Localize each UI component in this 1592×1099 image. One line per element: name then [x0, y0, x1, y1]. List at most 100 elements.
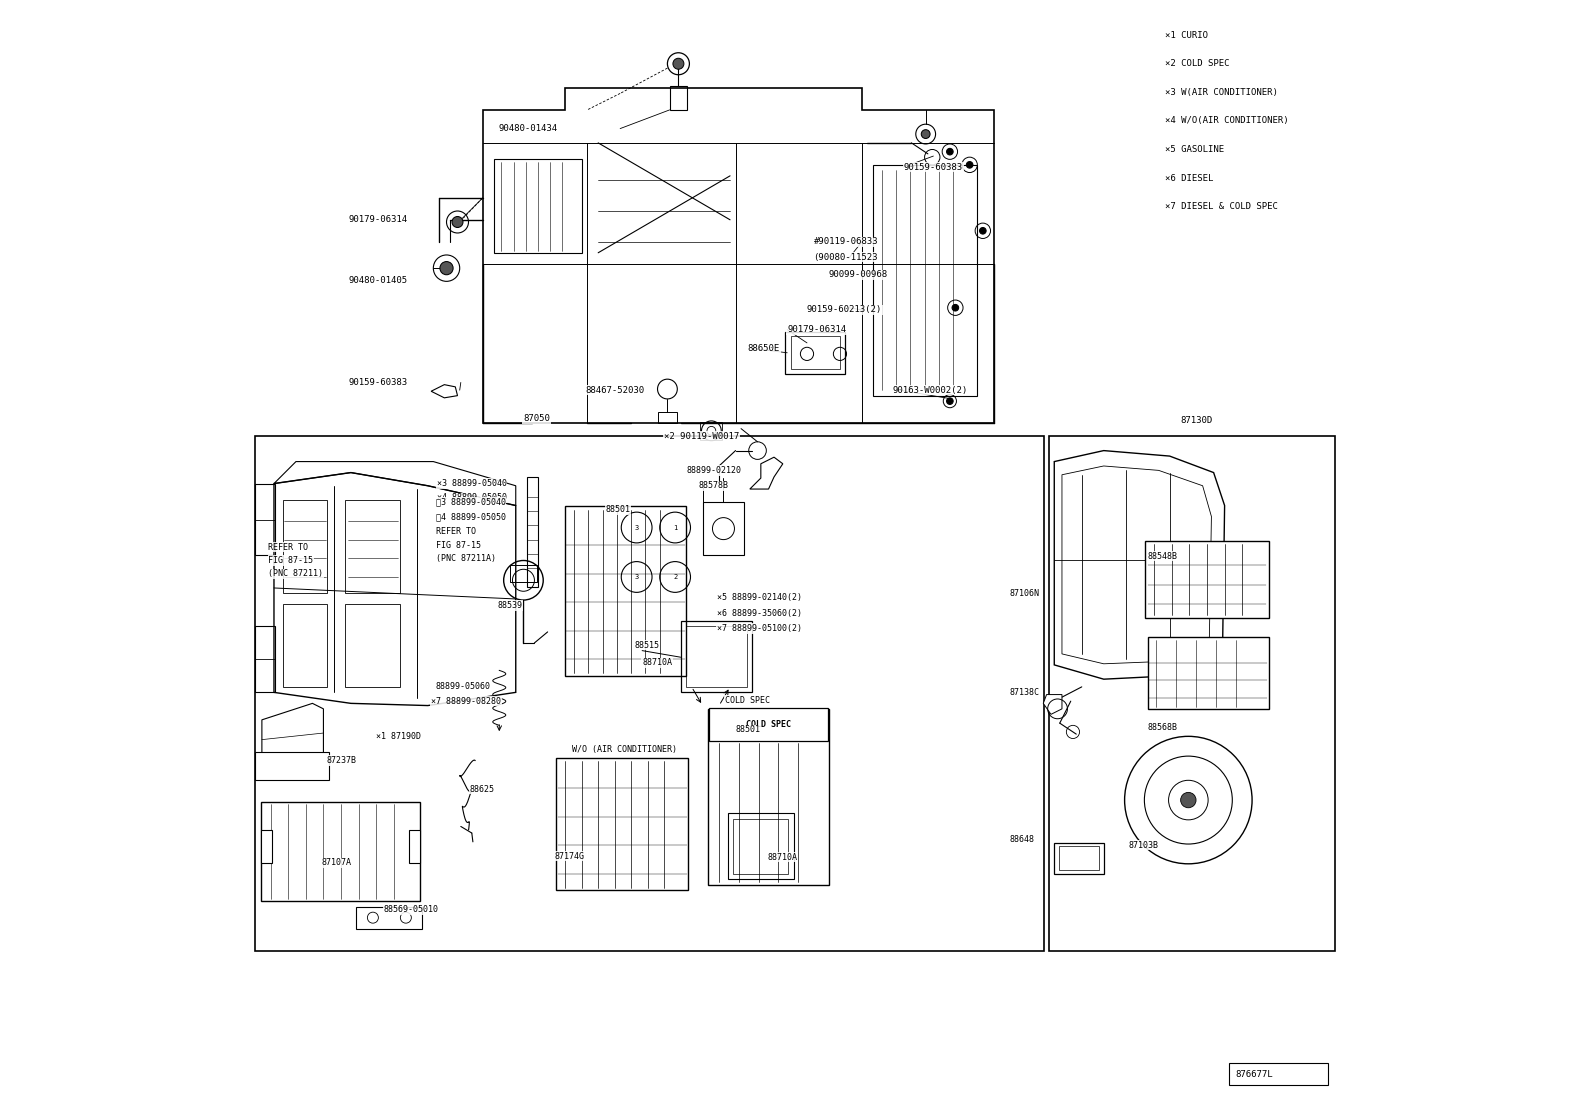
Text: ×2 90119-W0017: ×2 90119-W0017 [664, 432, 739, 441]
Text: 88710A: 88710A [767, 853, 798, 862]
Circle shape [947, 398, 954, 404]
Bar [255, 436, 1044, 951]
Text: 87138C: 87138C [1009, 688, 1040, 697]
Text: 88710A: 88710A [642, 658, 672, 667]
Bar [734, 819, 788, 874]
Text: 88625: 88625 [470, 785, 495, 793]
Polygon shape [255, 752, 330, 780]
Text: COLD SPEC: COLD SPEC [724, 696, 771, 704]
Text: 87237B: 87237B [326, 756, 357, 765]
Text: 90099-00968: 90099-00968 [829, 270, 888, 279]
Text: 87050: 87050 [524, 414, 551, 423]
Text: ×1 87190D: ×1 87190D [376, 732, 422, 741]
Text: 88899-05060: 88899-05060 [436, 682, 490, 691]
Text: REFER TO: REFER TO [436, 528, 476, 536]
Text: (PNC 87211): (PNC 87211) [269, 569, 323, 578]
Text: #90119-06833: #90119-06833 [814, 237, 879, 246]
Text: ※3 88899-05040: ※3 88899-05040 [436, 498, 506, 507]
Bar [345, 500, 400, 593]
Bar [657, 412, 677, 423]
Text: W/O (AIR CONDITIONER): W/O (AIR CONDITIONER) [572, 745, 677, 754]
Bar [1148, 637, 1269, 709]
Circle shape [947, 148, 954, 155]
Text: 87106N: 87106N [1009, 589, 1040, 598]
Bar [1229, 1063, 1328, 1085]
Circle shape [673, 58, 685, 69]
Text: 88539: 88539 [497, 601, 522, 610]
Bar [494, 159, 581, 253]
Text: 90179-06314: 90179-06314 [786, 325, 847, 334]
Circle shape [452, 217, 463, 227]
Bar [357, 907, 422, 929]
Bar [670, 86, 688, 110]
Text: 88501: 88501 [605, 506, 630, 514]
Bar [409, 830, 420, 863]
Bar [785, 332, 845, 374]
Text: 87103B: 87103B [1129, 841, 1159, 850]
Text: 90159-60213(2): 90159-60213(2) [807, 306, 882, 314]
Text: ×5 88899-02140(2): ×5 88899-02140(2) [716, 593, 802, 602]
Text: ×3 88899-05040: ×3 88899-05040 [436, 479, 506, 488]
Bar [283, 500, 326, 593]
Text: 88548B: 88548B [1148, 552, 1178, 560]
Bar [511, 565, 537, 582]
Text: ※4 88899-05050: ※4 88899-05050 [436, 512, 506, 521]
Text: 3: 3 [635, 574, 638, 580]
Text: ×1 CURIO: ×1 CURIO [1165, 31, 1208, 40]
Polygon shape [1054, 451, 1224, 679]
Text: 88569-05010: 88569-05010 [384, 906, 439, 914]
Text: ×7 88899-05100(2): ×7 88899-05100(2) [716, 624, 802, 633]
Text: 3: 3 [635, 524, 638, 531]
Text: ×3 W(AIR CONDITIONER): ×3 W(AIR CONDITIONER) [1165, 88, 1278, 97]
Polygon shape [431, 385, 457, 398]
Text: 88568B: 88568B [1148, 723, 1178, 732]
Text: 2: 2 [673, 574, 677, 580]
Bar [1049, 436, 1334, 951]
Text: ×2 COLD SPEC: ×2 COLD SPEC [1165, 59, 1229, 68]
Text: 87107A: 87107A [322, 858, 352, 867]
Bar [261, 830, 272, 863]
Text: 90179-06314: 90179-06314 [349, 215, 408, 224]
Text: 87130D: 87130D [1181, 417, 1213, 425]
Text: (PNC 87211A): (PNC 87211A) [436, 554, 495, 563]
Text: 90480-01405: 90480-01405 [349, 276, 408, 285]
Text: FIG 87-15: FIG 87-15 [436, 541, 481, 550]
Circle shape [952, 304, 958, 311]
Text: ×4 88899-05050: ×4 88899-05050 [436, 493, 506, 502]
Text: 88650E: 88650E [748, 344, 780, 353]
Bar [728, 813, 794, 879]
Polygon shape [263, 703, 323, 764]
Bar [708, 709, 829, 885]
Text: 88578B: 88578B [699, 481, 728, 490]
Circle shape [439, 262, 454, 275]
Text: (90080-11523: (90080-11523 [814, 253, 879, 262]
Bar [700, 422, 723, 440]
Text: 90159-60383: 90159-60383 [349, 378, 408, 387]
Text: 87174G: 87174G [554, 852, 584, 861]
Bar [872, 165, 977, 396]
Circle shape [979, 227, 985, 234]
Bar [261, 802, 420, 901]
Bar [686, 626, 747, 687]
Polygon shape [1043, 695, 1062, 714]
Text: 88501: 88501 [736, 725, 759, 734]
Bar [1146, 541, 1269, 618]
Text: 90163-W0002(2): 90163-W0002(2) [893, 386, 968, 395]
Bar [527, 477, 538, 587]
Circle shape [1124, 736, 1251, 864]
Bar [681, 621, 751, 692]
Text: COLD SPEC: COLD SPEC [747, 720, 791, 729]
Circle shape [1181, 792, 1196, 808]
Circle shape [966, 162, 973, 168]
Text: 1: 1 [673, 524, 677, 531]
Text: FIG 87-15: FIG 87-15 [269, 556, 314, 565]
Text: ×4 W/O(AIR CONDITIONER): ×4 W/O(AIR CONDITIONER) [1165, 116, 1290, 125]
Text: 88899-02120: 88899-02120 [686, 466, 742, 475]
Text: 90480-01434: 90480-01434 [498, 124, 557, 133]
Text: 876677L: 876677L [1235, 1070, 1274, 1079]
Bar [283, 604, 326, 687]
Text: 88467-52030: 88467-52030 [586, 386, 645, 395]
Text: REFER TO: REFER TO [269, 543, 309, 552]
Text: 88648: 88648 [1009, 835, 1035, 844]
Text: ×5 GASOLINE: ×5 GASOLINE [1165, 145, 1224, 154]
